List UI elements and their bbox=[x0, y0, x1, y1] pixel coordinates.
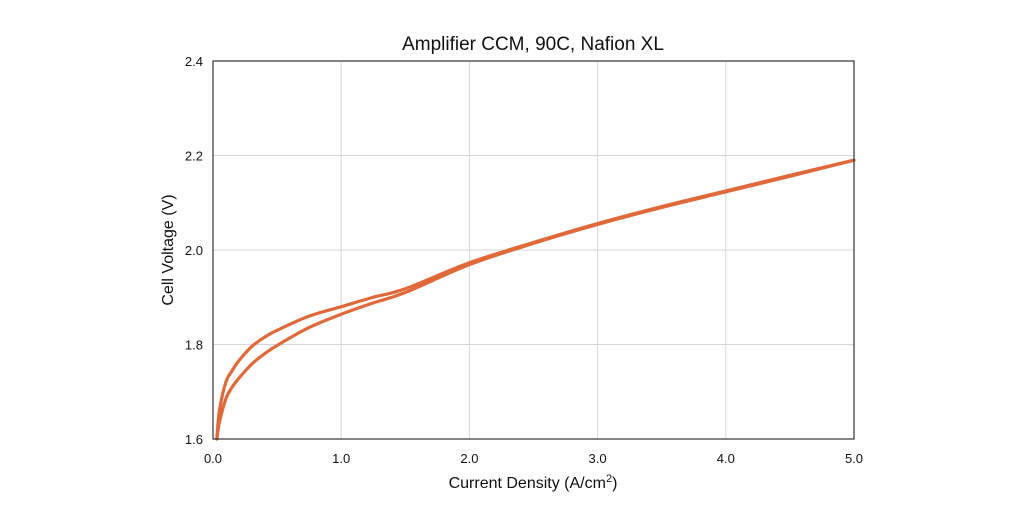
plot-area-frame bbox=[212, 60, 855, 440]
x-tick-label: 0.0 bbox=[204, 451, 222, 466]
x-tick-label: 5.0 bbox=[845, 451, 863, 466]
x-tick-label: 2.0 bbox=[460, 451, 478, 466]
y-tick-label: 2.0 bbox=[185, 243, 203, 258]
x-axis-label-suffix: ) bbox=[612, 475, 617, 492]
series-layer bbox=[215, 158, 856, 441]
x-axis-label: Current Density (A/cm2) bbox=[449, 473, 618, 492]
series-line-2 bbox=[215, 158, 856, 441]
y-tick-label: 1.8 bbox=[185, 338, 203, 353]
y-tick-label: 1.6 bbox=[185, 432, 203, 447]
y-axis-label: Cell Voltage (V) bbox=[160, 194, 177, 305]
x-tick-label: 4.0 bbox=[717, 451, 735, 466]
tick-label-layer: 0.0 1.0 2.0 3.0 4.0 5.0 1.6 1.8 2.0 2.2 2.4 bbox=[185, 54, 863, 466]
series-line-1 bbox=[215, 158, 856, 441]
x-tick-label: 1.0 bbox=[332, 451, 350, 466]
x-axis-label-superscript: 2 bbox=[606, 473, 612, 485]
y-tick-label: 2.4 bbox=[185, 54, 203, 69]
x-tick-label: 3.0 bbox=[589, 451, 607, 466]
x-axis-label-main: Current Density (A/cm bbox=[449, 475, 606, 492]
y-tick-label: 2.2 bbox=[185, 149, 203, 164]
chart-title: Amplifier CCM, 90C, Nafion XL bbox=[402, 34, 664, 55]
grid-layer bbox=[213, 61, 854, 439]
